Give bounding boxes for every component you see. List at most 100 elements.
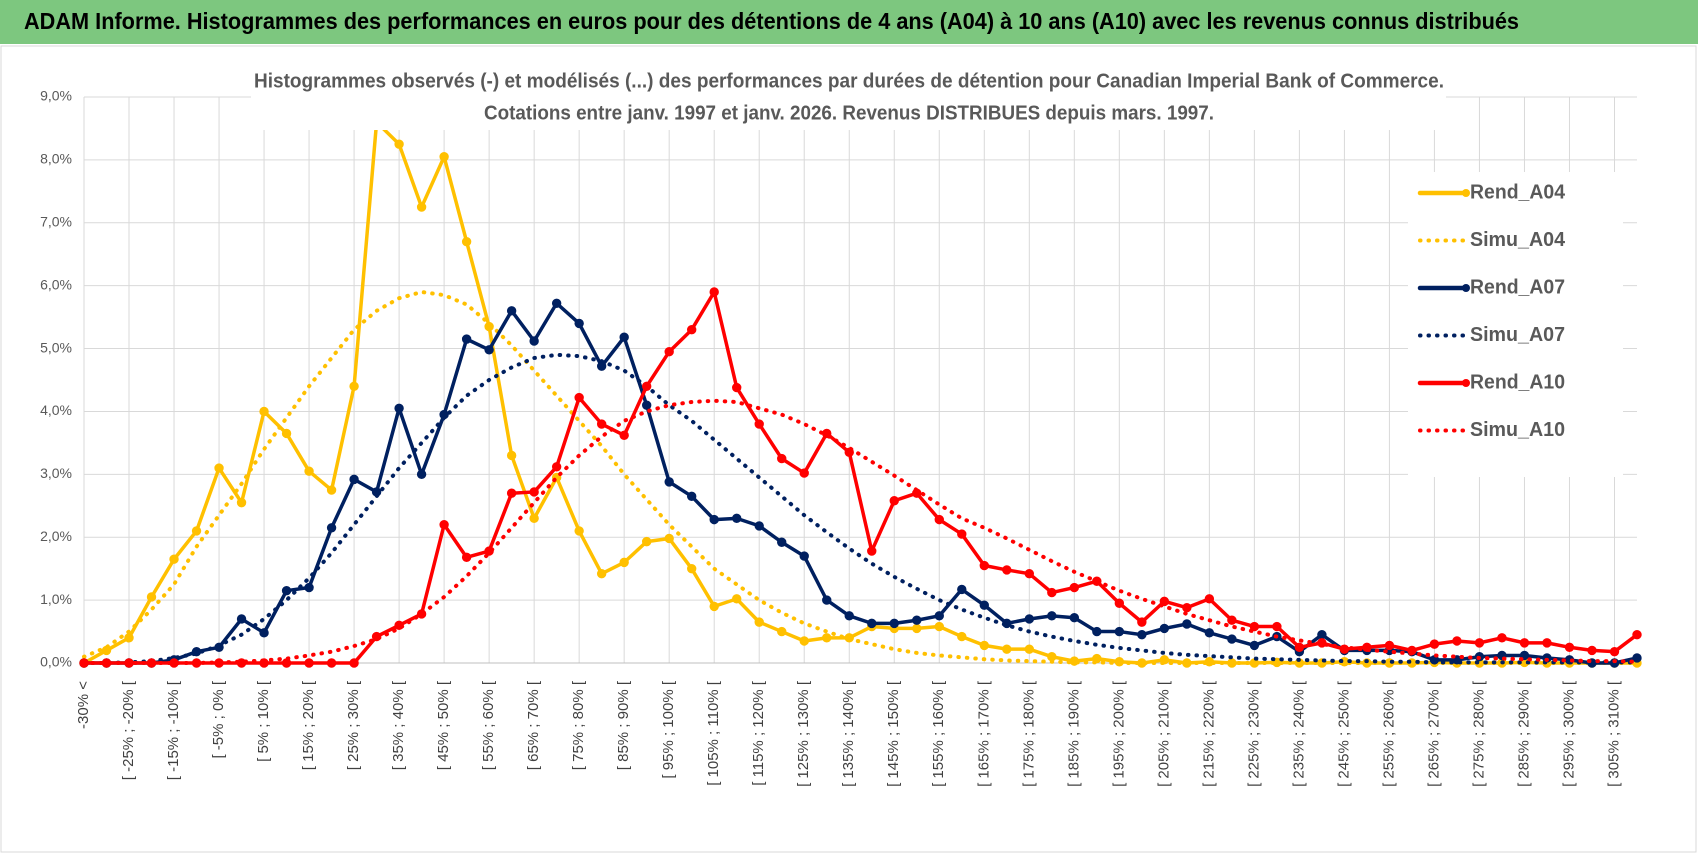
point-marker [1159,623,1170,634]
x-tick-label: [ -15% ; -10% [ [165,680,182,780]
point-marker [484,345,494,355]
legend-box [1408,172,1623,477]
legend-label: Simu_A07 [1470,324,1565,346]
point-marker [1159,596,1170,607]
point-marker [867,546,877,556]
point-marker [394,403,404,413]
point-marker [1069,582,1080,593]
point-marker [1092,626,1102,637]
point-marker [394,139,404,149]
point-marker [799,636,809,646]
x-tick-label: [ 115% ; 120% [ [750,680,767,786]
point-marker [1519,638,1530,648]
model-line [82,352,1639,665]
y-tick-label: 5,0% [40,339,72,355]
model-line [82,398,1639,665]
point-marker [1227,615,1237,625]
x-tick-label: [ -5% ; 0% [ [210,680,227,758]
observed-line [82,290,1639,665]
legend-marker [1462,284,1470,292]
point-marker [912,623,922,634]
header-title: ADAM Informe. Histogrammes des performan… [24,8,1519,34]
point-marker [461,552,472,563]
x-tick-label: [ 75% ; 80% [ [570,680,587,770]
point-marker [732,382,742,393]
point-marker [799,468,809,478]
point-marker [889,496,899,506]
point-marker [1497,633,1507,643]
point-marker [236,614,247,624]
point-marker [1587,645,1597,656]
point-marker [709,601,719,612]
y-tick-label: 9,0% [40,88,72,104]
point-marker [934,514,944,525]
legend-label: Rend_A07 [1470,276,1565,298]
point-marker [1632,630,1642,640]
point-marker [1452,636,1462,646]
point-marker [304,466,314,476]
point-marker [1249,621,1260,632]
point-marker [1047,652,1057,662]
chart-border [0,45,1697,853]
point-marker [146,592,157,602]
point-marker [979,640,989,651]
point-marker [664,347,674,357]
point-marker [416,202,427,212]
x-tick-label: [ 295% ; 300% [ [1560,680,1577,787]
x-tick-label: [ 85% ; 90% [ [615,680,632,770]
point-marker [124,633,134,643]
legend-label: Simu_A10 [1470,419,1565,441]
point-marker [979,600,989,610]
x-tick-label: [ 305% ; 310% [ [1605,680,1622,787]
x-tick-label: [ 185% ; 190% [ [1065,680,1082,787]
point-marker [1384,640,1395,651]
point-marker [1609,646,1620,657]
x-tick-label: [ 215% ; 220% [ [1200,680,1217,787]
point-marker [1429,639,1440,649]
point-marker [934,611,944,621]
point-marker [732,594,742,604]
point-marker [1024,568,1035,579]
title-background [251,68,1446,130]
point-marker [799,551,809,561]
x-tick-label: [ 155% ; 160% [ [930,680,947,787]
x-tick-label: [ 225% ; 230% [ [1245,680,1262,787]
point-marker [889,618,899,629]
x-tick-label: [ 95% ; 100% [ [660,680,677,778]
point-marker [619,332,629,342]
point-marker [1002,565,1012,575]
point-marker [1047,587,1057,598]
x-tick-label: [ 5% ; 10% [ [255,680,272,762]
point-marker [709,287,719,297]
x-tick-label: [ 205% ; 210% [ [1155,680,1172,787]
point-marker [1002,644,1012,654]
point-marker [709,514,719,525]
point-marker [461,236,472,247]
point-marker [551,298,562,308]
point-marker [619,430,629,441]
point-marker [506,306,517,316]
point-marker [596,568,607,579]
point-marker [822,633,832,643]
point-marker [777,453,787,464]
point-marker [439,519,449,530]
point-marker [349,381,359,391]
point-marker [1204,628,1215,638]
legend-marker [1462,189,1470,197]
point-marker [664,477,674,487]
x-tick-label: [ 245% ; 250% [ [1335,680,1352,787]
point-marker [1272,621,1282,632]
point-marker [686,563,697,574]
x-tick-label: [ 235% ; 240% [ [1290,680,1307,787]
plot-area: 0,0% 1,0% 2,0% 3,0% 4,0% 5,0% 6,0% 7,0% 8,0% 9,0%… [40,88,1642,787]
point-marker [596,419,607,429]
point-marker [1137,617,1147,627]
chart-title: Histogrammes observés (-) et modélisés (… [254,70,1444,92]
point-marker [1182,619,1192,629]
point-marker [1227,634,1237,644]
point-marker [551,462,562,472]
point-marker [304,658,314,668]
point-marker [1317,630,1327,640]
x-tick-label: [ 65% ; 70% [ [525,680,542,770]
